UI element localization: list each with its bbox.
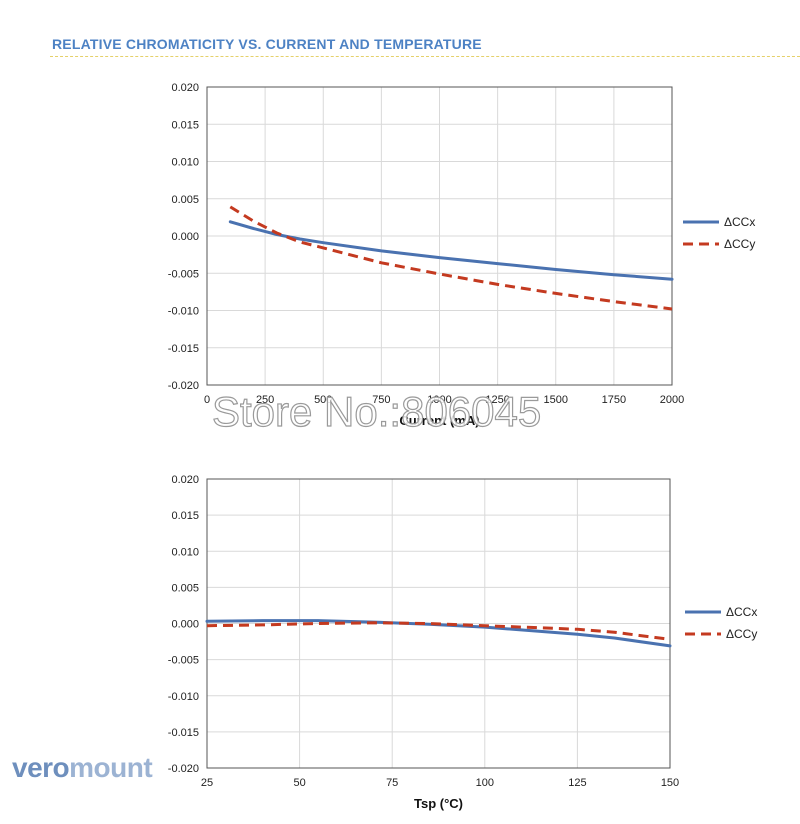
- chart1-x-tick-label: 750: [372, 394, 390, 406]
- chart2-y-tick-label: -0.015: [168, 727, 199, 739]
- chart1-x-tick-label: 1000: [427, 394, 451, 406]
- chart2-x-tick-label: 125: [568, 777, 586, 789]
- chart1-x-tick-label: 0: [204, 394, 210, 406]
- chart2-y-tick-label: 0.020: [171, 474, 199, 486]
- chart1-legend-label-ccx: ΔCCx: [724, 215, 755, 229]
- chart2-x-tick-label: 150: [661, 777, 679, 789]
- logo-part-1: vero: [12, 752, 70, 783]
- chart1-plot-frame: [206, 86, 673, 386]
- chart2-x-tick-label: 75: [386, 777, 398, 789]
- chart1-y-tick-label: -0.010: [168, 306, 199, 318]
- chart1-x-tick-label: 250: [256, 394, 274, 406]
- chart2-legend-label-ccy: ΔCCy: [726, 627, 757, 641]
- chart2-y-tick-label: -0.010: [168, 691, 199, 703]
- page-title: RELATIVE CHROMATICITY VS. CURRENT AND TE…: [52, 36, 482, 52]
- logo-part-2: mount: [69, 752, 153, 783]
- chart1-x-tick-label: 1500: [544, 394, 568, 406]
- chart2-x-axis-title: Tsp (°C): [414, 796, 463, 811]
- chart1-y-tick-label: 0.005: [171, 194, 199, 206]
- chart2-x-tick-label: 25: [201, 777, 213, 789]
- chart1-series-ccx-line: [228, 220, 674, 281]
- chart1-y-tick-label: -0.005: [168, 268, 199, 280]
- chart1-legend-label-ccy: ΔCCy: [724, 237, 755, 251]
- chart2-y-tick-label: -0.005: [168, 655, 199, 667]
- brand-logo: veromount: [12, 752, 153, 784]
- chart1-y-tick-label: -0.020: [168, 380, 199, 392]
- chart2-x-tick-label: 100: [476, 777, 494, 789]
- chart2-series-ccy-line: [206, 621, 671, 641]
- chart1-x-axis-title: Current (mA): [399, 413, 479, 428]
- chart2-series-ccx-line: [205, 619, 672, 648]
- chart1-y-tick-label: 0.000: [171, 231, 199, 243]
- chart2-y-tick-label: 0.005: [171, 582, 199, 594]
- chart1-x-tick-label: 2000: [660, 394, 684, 406]
- chart1-x-tick-label: 1750: [602, 394, 626, 406]
- chart2-y-tick-label: 0.015: [171, 510, 199, 522]
- chart1-series-ccy-line: [229, 205, 673, 311]
- chart2-plot-frame: [206, 478, 671, 769]
- chart2-x-tick-label: 50: [293, 777, 305, 789]
- chart2-legend-label-ccx: ΔCCx: [726, 605, 757, 619]
- chart1-y-tick-label: 0.020: [171, 82, 199, 94]
- chart2-y-tick-label: 0.010: [171, 546, 199, 558]
- chart1-y-tick-label: 0.015: [171, 119, 199, 131]
- chart1-y-tick-label: 0.010: [171, 157, 199, 169]
- chart1-y-tick-label: -0.015: [168, 343, 199, 355]
- chart1-x-tick-label: 500: [314, 394, 332, 406]
- chart2-y-tick-label: 0.000: [171, 619, 199, 631]
- chart1-x-tick-label: 1250: [485, 394, 509, 406]
- watermark-text: Store No.:806045: [211, 387, 542, 435]
- title-divider: [50, 56, 800, 57]
- chart2-y-tick-label: -0.020: [168, 763, 199, 775]
